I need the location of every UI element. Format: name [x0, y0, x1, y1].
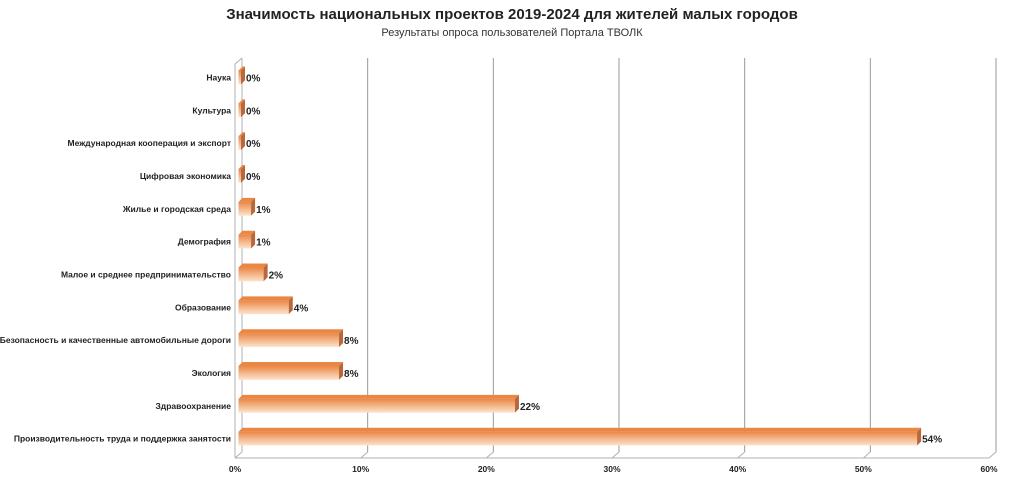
bar	[238, 431, 918, 446]
bar-side	[917, 427, 922, 446]
bar	[238, 103, 241, 118]
gridline-floor	[234, 451, 243, 459]
bar-top	[238, 99, 245, 104]
bar	[238, 333, 340, 347]
bar	[238, 267, 264, 282]
bar-side	[241, 66, 245, 85]
data-label: 4%	[294, 303, 309, 314]
x-tick-label: 30%	[603, 464, 620, 474]
chart-subtitle: Результаты опроса пользователей Портала …	[381, 27, 643, 39]
category-label: Производительность труда и поддержка зан…	[14, 434, 231, 444]
x-tick-label: 40%	[729, 464, 746, 474]
category-label: Международная кооперация и экспорт	[68, 138, 231, 148]
bar-side	[251, 197, 256, 216]
category-label: Демография	[178, 237, 231, 247]
x-tick-label: 50%	[855, 464, 872, 474]
category-label: Экология	[192, 368, 231, 378]
grid-layer	[234, 57, 997, 459]
bar-top	[238, 165, 245, 170]
gridline-floor	[988, 451, 997, 459]
bar	[238, 234, 252, 249]
category-label: Малое и среднее предпринимательство	[61, 269, 231, 279]
category-label: Здравоохранение	[155, 401, 231, 411]
x-tick-label: 0%	[229, 464, 242, 474]
bar-side	[514, 394, 519, 413]
category-label: Образование	[175, 302, 231, 312]
bars-layer	[238, 66, 922, 446]
bar-side	[339, 362, 344, 380]
category-label: Наука	[206, 72, 231, 82]
data-label: 1%	[256, 205, 271, 216]
bar-side	[241, 165, 245, 183]
bar-top	[238, 362, 344, 367]
bar	[238, 201, 252, 216]
x-tick-label: 20%	[478, 464, 495, 474]
category-label: Жилье и городская среда	[122, 204, 231, 214]
bar	[238, 366, 340, 380]
data-label: 54%	[922, 435, 942, 446]
bar-side	[339, 329, 344, 347]
bar-top	[238, 230, 256, 235]
category-label: Культура	[192, 105, 231, 115]
bar	[238, 136, 241, 150]
category-label: Цифровая экономика	[140, 171, 231, 181]
data-label: 0%	[246, 172, 261, 183]
bar-top	[238, 132, 245, 137]
bar-side	[241, 99, 245, 118]
gridline-floor	[737, 451, 745, 459]
axis-corner	[234, 57, 243, 65]
bar-top	[238, 427, 922, 432]
bar-side	[241, 132, 245, 150]
bar-top	[238, 394, 519, 399]
data-label: 2%	[269, 270, 284, 281]
bar-side	[251, 230, 256, 249]
bar-top	[238, 329, 344, 334]
x-tick-label: 10%	[352, 464, 369, 474]
gridline-floor	[360, 451, 368, 459]
labels-layer: 0% 10% 20% 30% 40% 50% 60% Наука 0% Культура 0% Меж…	[0, 72, 998, 474]
bar	[238, 70, 241, 85]
bar-side	[288, 296, 293, 315]
bar	[238, 169, 241, 183]
bar	[238, 300, 289, 315]
gridline-floor	[863, 451, 871, 459]
data-label: 22%	[520, 402, 540, 413]
bar-top	[238, 263, 268, 268]
data-label: 0%	[246, 139, 261, 150]
bar-top	[238, 197, 256, 202]
bar	[238, 398, 515, 413]
category-label: Безопасность и качественные автомобильны…	[0, 335, 231, 345]
data-label: 0%	[246, 106, 261, 117]
bar-side	[263, 263, 268, 282]
chart-title: Значимость национальных проектов 2019-20…	[226, 6, 798, 23]
data-label: 8%	[344, 336, 359, 347]
x-tick-label: 60%	[980, 464, 997, 474]
gridline-floor	[486, 451, 494, 459]
bar-top	[238, 66, 245, 71]
data-label: 0%	[246, 73, 261, 84]
data-label: 8%	[344, 369, 359, 380]
bar-top	[238, 296, 293, 301]
gridline-floor	[611, 451, 620, 459]
data-label: 1%	[256, 238, 271, 249]
